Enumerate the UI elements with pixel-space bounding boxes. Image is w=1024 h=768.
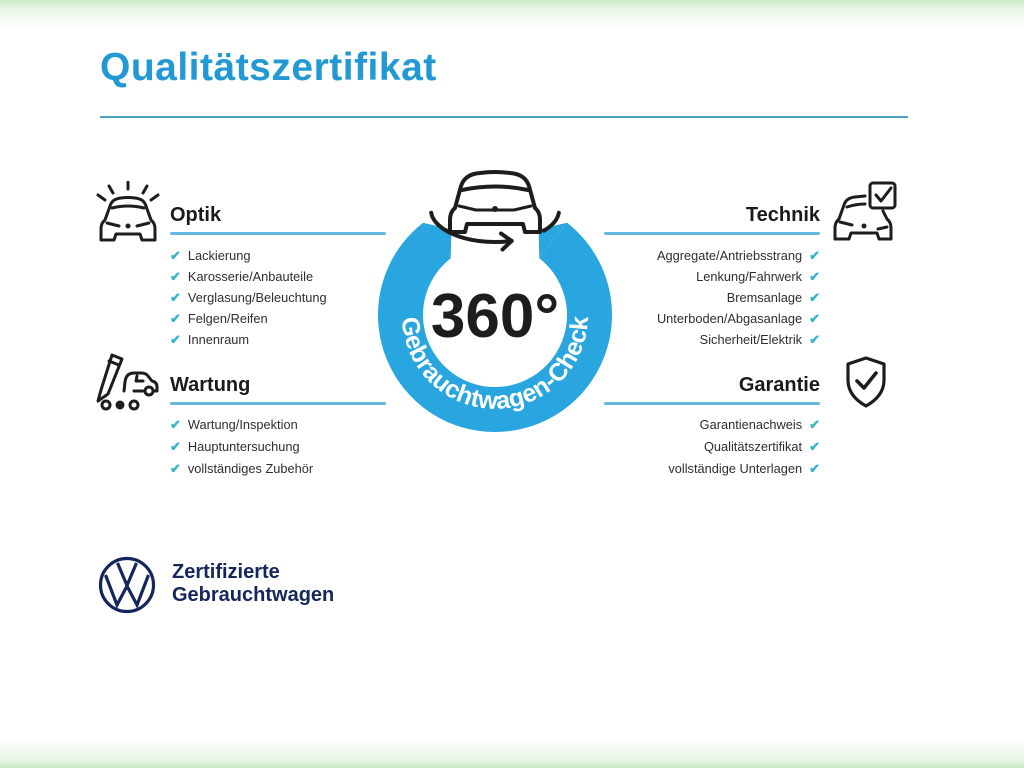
checklist-item-label: Wartung/Inspektion [187,417,298,432]
check-icon: ✔ [809,461,820,476]
optik-checklist: ✔ Lackierung ✔ Karosserie/Anbauteile ✔ Vergla… [170,245,327,350]
checklist-item-label: Karosserie/Anbauteile [187,269,314,284]
check-icon: ✔ [170,248,181,263]
vw-logo [97,555,157,620]
garantie-underline [604,402,820,405]
brand-wordmark: Zertifizierte Gebrauchtwagen [172,561,334,607]
check-icon: ✔ [809,311,820,326]
360-check-graphic: 360° Gebrauchtwagen-Check [362,160,628,438]
optik-underline [170,232,386,235]
check-icon: ✔ [170,269,181,284]
checklist-item: ✔ Karosserie/Anbauteile [170,266,327,287]
checklist-item-label: vollständige Unterlagen [668,461,803,476]
technik-checklist: Aggregate/Antriebsstrang ✔ Lenkung/Fahrwer… [657,245,820,350]
garantie-checklist: Garantienachweis ✔ Qualitätszertifikat ✔ vol… [668,414,820,480]
checklist-item: Lenkung/Fahrwerk ✔ [657,266,820,287]
checklist-item-label: Bremsanlage [726,290,803,305]
checklist-item: Aggregate/Antriebsstrang ✔ [657,245,820,266]
check-icon: ✔ [170,461,181,476]
page-title: Qualitätszertifikat [100,46,437,89]
check-icon: ✔ [170,290,181,305]
checklist-item-label: vollständiges Zubehör [187,461,314,476]
checklist-item-label: Verglasung/Beleuchtung [187,290,327,305]
checklist-item: Sicherheit/Elektrik ✔ [657,329,820,350]
car-front-sparkle-icon [92,180,164,248]
check-icon: ✔ [170,311,181,326]
section-title-technik: Technik [745,204,820,226]
checklist-item-label: Lackierung [187,248,251,263]
section-title-wartung: Wartung [170,374,251,396]
checklist-item: ✔ Innenraum [170,329,327,350]
section-title-optik: Optik [170,204,222,226]
check-icon: ✔ [809,417,820,432]
brand-line-1: Zertifizierte [172,561,280,583]
checklist-item-label: Lenkung/Fahrwerk [696,269,803,284]
brand-line-2: Gebrauchtwagen [172,584,335,606]
checklist-item-label: Unterboden/Abgasanlage [656,311,803,326]
checklist-item-label: Garantienachweis [699,417,803,432]
checklist-item-label: Aggregate/Antriebsstrang [656,248,803,263]
checklist-item-label: Qualitätszertifikat [703,439,803,454]
technik-underline [604,232,820,235]
car-checkbox-icon [833,181,897,250]
title-divider [100,116,908,118]
check-icon: ✔ [809,439,820,454]
rotating-car-icon [429,170,561,252]
checklist-item: Bremsanlage ✔ [657,287,820,308]
degrees-label: 360° [431,282,559,351]
check-icon: ✔ [809,332,820,347]
wartung-underline [170,402,386,405]
shield-check-icon [843,356,889,413]
checklist-item-label: Innenraum [187,332,250,347]
checklist-item-label: Felgen/Reifen [187,311,268,326]
checklist-item: ✔ Lackierung [170,245,327,266]
check-icon: ✔ [170,417,181,432]
checklist-item: ✔ Wartung/Inspektion [170,414,313,436]
check-icon: ✔ [809,290,820,305]
pencil-car-service-icon [93,350,161,417]
checklist-item: ✔ Hauptuntersuchung [170,436,313,458]
checklist-item-label: Hauptuntersuchung [187,439,300,454]
check-icon: ✔ [809,269,820,284]
checklist-item: Qualitätszertifikat ✔ [668,436,820,458]
checklist-item: ✔ vollständiges Zubehör [170,458,313,480]
check-icon: ✔ [170,332,181,347]
checklist-item: Garantienachweis ✔ [668,414,820,436]
checklist-item-label: Sicherheit/Elektrik [699,332,803,347]
section-title-garantie: Garantie [738,374,820,396]
checklist-item: Unterboden/Abgasanlage ✔ [657,308,820,329]
checklist-item: ✔ Verglasung/Beleuchtung [170,287,327,308]
checklist-item: vollständige Unterlagen ✔ [668,458,820,480]
wartung-checklist: ✔ Wartung/Inspektion ✔ Hauptuntersuchung ✔ vo… [170,414,313,480]
check-icon: ✔ [170,439,181,454]
checklist-item: ✔ Felgen/Reifen [170,308,327,329]
check-icon: ✔ [809,248,820,263]
